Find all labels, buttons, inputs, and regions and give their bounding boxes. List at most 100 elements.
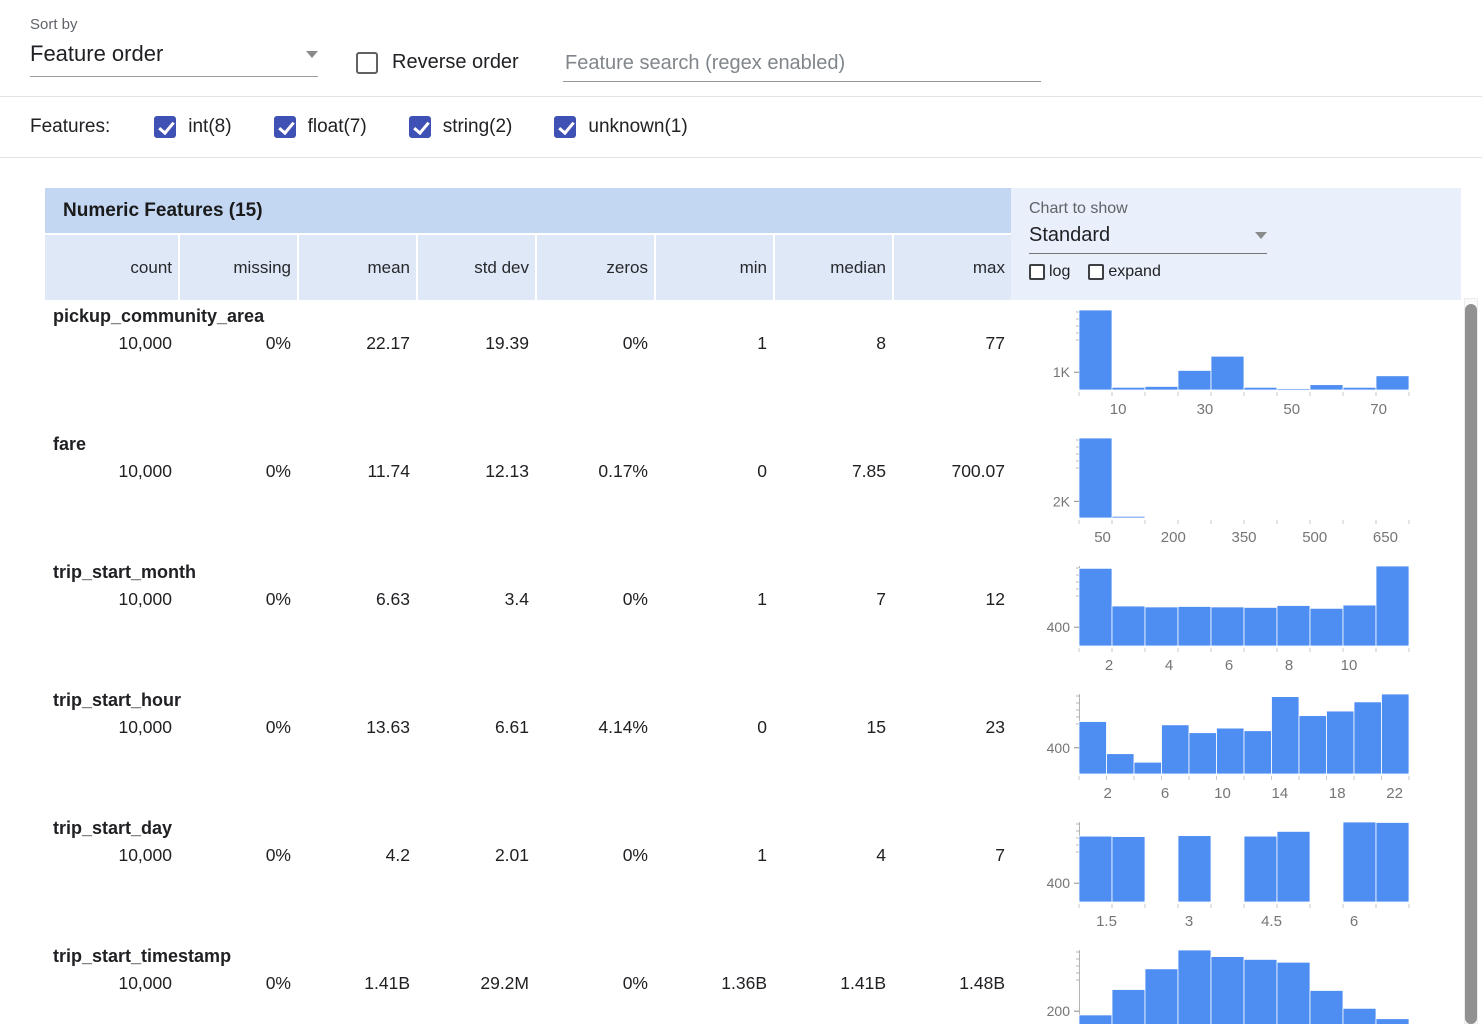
stat-value: 0%	[622, 333, 648, 353]
stat-value: 7.85	[851, 461, 886, 481]
log-label: log	[1049, 263, 1071, 280]
svg-text:200: 200	[1047, 1003, 1071, 1019]
svg-text:50: 50	[1094, 529, 1111, 546]
feature-type-filter-row: Features: int(8) float(7) string(2) unkn…	[0, 97, 1482, 158]
stat-value: 10,000	[118, 589, 172, 609]
feature-values: 10,000 0% 6.63 3.4 0% 1 7 12	[45, 589, 1011, 610]
feature-search-input[interactable]	[563, 46, 1041, 82]
stat-value: 10,000	[118, 461, 172, 481]
stat-value: 10,000	[118, 845, 172, 865]
checkbox-icon	[356, 51, 378, 74]
stat-value: 0%	[265, 333, 291, 353]
chevron-down-icon	[306, 50, 318, 58]
toolbar: Sort by Feature order Reverse order	[0, 0, 1482, 97]
stat-value: 0%	[265, 845, 291, 865]
stat-value: 77	[985, 333, 1005, 353]
stat-value: 1.41B	[840, 973, 886, 993]
svg-text:2: 2	[1104, 785, 1112, 802]
chart-to-show-label: Chart to show	[1029, 200, 1128, 217]
feature-type-label: unknown(1)	[588, 116, 688, 137]
stat-value: 0	[757, 717, 767, 737]
chart-type-select[interactable]: Standard	[1029, 224, 1267, 254]
sort-by-block: Sort by Feature order	[30, 16, 318, 77]
svg-text:8: 8	[1285, 657, 1293, 674]
svg-text:2: 2	[1105, 657, 1113, 674]
svg-text:14: 14	[1272, 785, 1289, 802]
stat-value: 0%	[622, 845, 648, 865]
feature-values: 10,000 0% 13.63 6.61 4.14% 0 15 23	[45, 717, 1011, 738]
feature-type-checkbox[interactable]: unknown(1)	[554, 116, 688, 138]
feature-histogram: 200	[1047, 950, 1410, 1024]
svg-text:6: 6	[1350, 913, 1358, 930]
feature-name: fare	[53, 434, 87, 454]
feature-chart: 400 2 4 6 8 10	[1011, 556, 1461, 684]
feature-histogram: 1K 10 30 50 70	[1053, 310, 1410, 418]
feature-type-checkbox[interactable]: int(8)	[154, 116, 232, 138]
expand-checkbox[interactable]: expand	[1088, 263, 1161, 281]
feature-stats: trip_start_timestamp 10,000 0% 1.41B 29.2M 0…	[45, 940, 1011, 1024]
feature-row: trip_start_month 10,000 0% 6.63 3.4 0% 1 7 12 4…	[45, 556, 1461, 684]
svg-text:10: 10	[1341, 657, 1358, 674]
stat-value: 10,000	[118, 973, 172, 993]
feature-type-filters: int(8) float(7) string(2) unknown(1)	[154, 116, 729, 138]
stat-value: 0%	[265, 717, 291, 737]
log-checkbox[interactable]: log	[1029, 263, 1070, 281]
feature-name: trip_start_day	[53, 818, 173, 838]
stat-value: 1	[757, 845, 767, 865]
checkbox-icon	[154, 116, 177, 138]
chevron-down-icon	[1255, 232, 1267, 239]
column-header-count: count	[45, 235, 178, 300]
stat-value: 1.36B	[721, 973, 767, 993]
stat-value: 0%	[265, 973, 291, 993]
stat-value: 29.2M	[480, 973, 529, 993]
table-header-left: Numeric Features (15) count missing mean st…	[45, 188, 1011, 300]
chart-type-value: Standard	[1029, 224, 1111, 246]
svg-text:400: 400	[1047, 740, 1071, 756]
feature-values: 10,000 0% 4.2 2.01 0% 1 4 7	[45, 845, 1011, 866]
feature-row: trip_start_day 10,000 0% 4.2 2.01 0% 1 4 7 400 1…	[45, 812, 1461, 940]
stat-value: 1	[757, 333, 767, 353]
svg-text:400: 400	[1047, 875, 1071, 891]
feature-name: trip_start_hour	[53, 690, 182, 710]
feature-chart: 400 2 6 10 14 18 22	[1011, 684, 1461, 812]
stat-value: 700.07	[951, 461, 1005, 481]
feature-type-checkbox[interactable]: float(7)	[273, 116, 367, 138]
feature-stats: trip_start_hour 10,000 0% 13.63 6.61 4.14% 0 1…	[45, 684, 1011, 812]
feature-row: fare 10,000 0% 11.74 12.13 0.17% 0 7.85 700.07 …	[45, 428, 1461, 556]
feature-histogram: 400 2 6 10 14 18 22	[1047, 694, 1410, 802]
column-header-median: median	[773, 235, 892, 300]
stat-value: 2.01	[494, 845, 529, 865]
stat-value: 22.17	[366, 333, 410, 353]
expand-label: expand	[1108, 263, 1161, 280]
svg-text:6: 6	[1161, 785, 1169, 802]
stat-value: 0.17%	[598, 461, 648, 481]
vertical-scrollbar-thumb[interactable]	[1465, 304, 1477, 1024]
stat-value: 0%	[265, 461, 291, 481]
svg-text:3: 3	[1185, 913, 1193, 930]
stat-value: 10,000	[118, 717, 172, 737]
stat-value: 15	[866, 717, 886, 737]
checkbox-icon	[1029, 264, 1045, 280]
table-title: Numeric Features (15)	[45, 188, 1011, 233]
feature-chart: 400 1.5 3 4.5 6	[1011, 812, 1461, 940]
svg-text:30: 30	[1197, 401, 1214, 418]
stat-value: 4	[876, 845, 886, 865]
feature-stats: trip_start_day 10,000 0% 4.2 2.01 0% 1 4 7	[45, 812, 1011, 940]
feature-values: 10,000 0% 11.74 12.13 0.17% 0 7.85 700.07	[45, 461, 1011, 482]
feature-name: pickup_community_area	[53, 306, 265, 326]
feature-type-checkbox[interactable]: string(2)	[408, 116, 512, 138]
sort-by-select[interactable]: Feature order	[30, 41, 318, 77]
feature-chart: 2K 50 200 350 500 650	[1011, 428, 1461, 556]
svg-text:22: 22	[1386, 785, 1403, 802]
svg-text:4: 4	[1165, 657, 1173, 674]
reverse-order-label: Reverse order	[392, 51, 519, 73]
svg-text:18: 18	[1329, 785, 1346, 802]
stat-value: 19.39	[485, 333, 529, 353]
feature-histogram: 400 1.5 3 4.5 6	[1047, 822, 1410, 930]
feature-type-label: float(7)	[307, 116, 367, 137]
svg-text:650: 650	[1373, 529, 1398, 546]
stat-value: 0	[757, 461, 767, 481]
stat-value: 12.13	[485, 461, 529, 481]
column-header-mean: mean	[297, 235, 416, 300]
reverse-order-checkbox[interactable]: Reverse order	[356, 51, 519, 74]
